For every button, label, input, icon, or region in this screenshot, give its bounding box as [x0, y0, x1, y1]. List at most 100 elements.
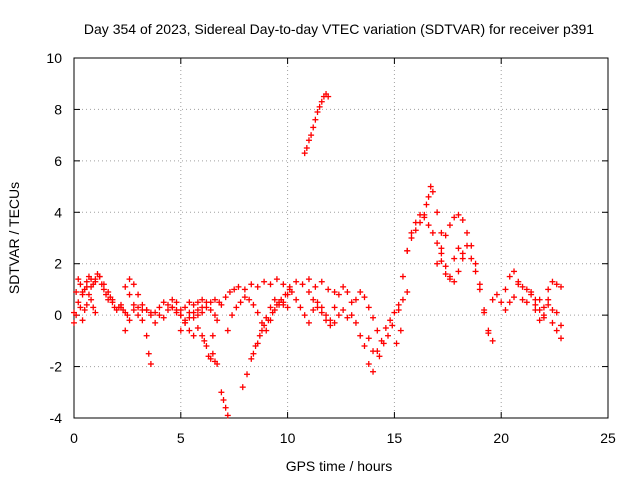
data-point [164, 301, 171, 308]
series-track-12 [224, 294, 291, 334]
series-track-09 [209, 276, 338, 339]
data-point [186, 299, 193, 306]
data-point [271, 307, 278, 313]
series-track-18 [365, 289, 411, 375]
data-point [122, 283, 129, 290]
data-point [301, 312, 308, 319]
data-point [190, 332, 197, 339]
y-tick-label: 8 [54, 101, 62, 117]
data-point [545, 296, 552, 303]
data-point [88, 296, 95, 303]
data-point [459, 255, 466, 262]
data-point [280, 301, 287, 308]
data-point [284, 291, 291, 298]
series-track-04 [117, 276, 154, 367]
data-points-layer [71, 91, 565, 419]
data-point [323, 317, 330, 324]
data-point [384, 332, 391, 339]
data-point [88, 276, 95, 283]
data-point [382, 325, 389, 331]
data-point [293, 296, 300, 303]
data-point [365, 304, 372, 311]
data-point [201, 337, 208, 344]
data-point [280, 281, 287, 288]
data-point [299, 281, 306, 288]
data-point [244, 371, 251, 378]
data-point [250, 301, 257, 308]
data-point [421, 214, 428, 221]
data-point [199, 296, 206, 303]
data-point [226, 289, 233, 295]
data-point [186, 327, 193, 334]
data-point [455, 268, 462, 275]
data-point [207, 307, 214, 313]
data-point [152, 319, 159, 326]
data-point [380, 340, 387, 347]
data-point [502, 307, 509, 313]
data-point [397, 327, 404, 334]
data-point [549, 319, 556, 326]
data-point [117, 304, 124, 311]
data-point [246, 296, 253, 303]
data-point [169, 304, 176, 311]
data-point [404, 247, 411, 254]
data-point [214, 317, 221, 324]
data-point [145, 350, 152, 357]
x-tick-label: 20 [493, 430, 509, 446]
data-point [451, 278, 458, 285]
data-point [549, 307, 556, 313]
data-point [79, 289, 86, 295]
data-point [297, 304, 304, 311]
data-point [211, 296, 218, 303]
data-point [267, 281, 274, 288]
data-point [96, 273, 103, 280]
data-point [481, 309, 488, 316]
series-track-17 [335, 307, 377, 355]
data-point [399, 296, 406, 303]
data-point [316, 103, 323, 110]
data-point [169, 296, 176, 303]
data-point [194, 325, 201, 331]
data-point [370, 314, 377, 321]
data-point [393, 340, 400, 347]
data-point [404, 289, 411, 295]
data-point [451, 214, 458, 221]
chart-title: Day 354 of 2023, Sidereal Day-to-day VTE… [84, 21, 594, 37]
data-point [233, 304, 240, 311]
data-point [241, 286, 248, 293]
data-point [288, 289, 295, 295]
data-point [408, 235, 415, 241]
data-point [177, 312, 184, 319]
x-tick-label: 25 [600, 430, 616, 446]
series-track-15 [305, 289, 338, 329]
data-point [506, 273, 513, 280]
data-point [335, 312, 342, 319]
data-point [455, 211, 462, 218]
data-point [502, 286, 509, 293]
series-track-19 [376, 322, 404, 360]
data-point [254, 340, 261, 347]
data-point [549, 278, 556, 285]
data-point [442, 271, 449, 277]
data-point [147, 309, 154, 316]
grid-layer [74, 58, 608, 418]
data-point [429, 188, 436, 195]
data-point [348, 312, 355, 319]
data-point [476, 281, 483, 288]
series-track-20 [395, 183, 445, 313]
data-point [331, 319, 338, 326]
data-point [429, 229, 436, 236]
data-point [442, 232, 449, 239]
data-point [519, 296, 526, 303]
data-point [438, 229, 445, 236]
data-point [209, 350, 216, 357]
data-point [130, 307, 137, 313]
data-point [75, 299, 82, 306]
data-point [301, 150, 308, 157]
data-point [164, 307, 171, 313]
data-point [446, 276, 453, 283]
data-point [276, 299, 283, 306]
data-point [374, 327, 381, 334]
data-point [303, 145, 310, 151]
